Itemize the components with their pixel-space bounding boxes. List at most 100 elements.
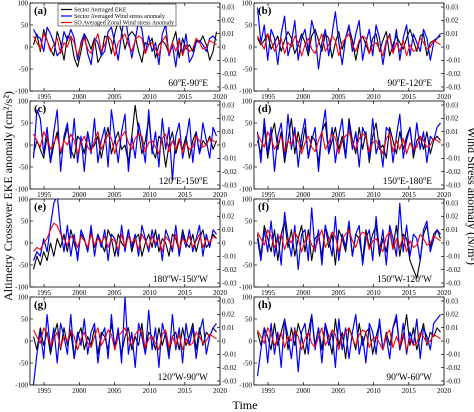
x-tick-label: 2015 [178, 93, 193, 101]
left-tick-label: -100 [15, 185, 28, 193]
left-tick-label: 100 [242, 293, 253, 301]
right-tick-label: 0.02 [446, 213, 459, 221]
region-text: 120 [159, 177, 174, 187]
region-text: E [426, 177, 432, 187]
panel-f: 1995 2000 2005 2010 2015 2020 -100 -50 0 50 100 -0.… [239, 195, 461, 297]
series-line-so-wind [33, 327, 217, 351]
series-line-sector-wind [32, 109, 218, 181]
right-tick-label: -0.01 [446, 57, 461, 65]
legend-box [57, 3, 177, 27]
x-tick-label: 2020 [437, 191, 452, 199]
right-tick-label: 0 [222, 239, 226, 247]
degree-mark: o [178, 78, 181, 84]
left-tick-label: 50 [21, 119, 29, 127]
series-line-sector-wind [256, 202, 441, 270]
degree-mark: o [420, 274, 423, 280]
right-tick-label: -0.01 [222, 57, 237, 65]
left-tick-label: 100 [18, 195, 29, 203]
x-tick-label: 2000 [296, 289, 311, 297]
right-tick-label: -0.02 [222, 70, 237, 78]
right-tick-label: 0.02 [446, 17, 459, 25]
region-label: 60oE-90oE [168, 78, 208, 89]
right-tick-label: -0.02 [446, 364, 461, 372]
x-tick-label: 1995 [37, 93, 52, 101]
series-line-so-wind [33, 131, 217, 155]
x-tick-label: 2010 [143, 191, 158, 199]
left-tick-label: -100 [239, 87, 252, 95]
degree-mark: o [396, 372, 399, 378]
left-tick-label: -100 [239, 283, 252, 291]
region-label: 180oW-150oW [153, 274, 208, 285]
right-tick-label: -0.03 [446, 377, 461, 385]
panel-label: (c) [34, 103, 47, 115]
left-tick-label: -50 [243, 65, 253, 73]
x-tick-label: 2015 [402, 93, 417, 101]
region-label: 120oE-150oE [159, 176, 208, 187]
left-tick-label: 50 [245, 315, 253, 323]
right-tick-label: -0.02 [446, 168, 461, 176]
left-tick-label: 50 [245, 21, 253, 29]
x-tick-label: 2015 [402, 191, 417, 199]
region-text: 90 [386, 373, 396, 383]
series-line-so-wind [257, 229, 441, 253]
degree-mark: o [199, 176, 202, 182]
panel-label: (a) [34, 5, 47, 17]
legend-entry: SO Averaged Zonal Wind stress Anomaly [74, 21, 174, 27]
series-line-sector-wind [32, 297, 217, 385]
right-tick-label: 0.01 [446, 30, 459, 38]
region-label: 90oW-60oW [386, 372, 432, 383]
left-tick-label: -50 [243, 163, 253, 171]
right-tick-label: 0 [446, 141, 450, 149]
left-tick-label: 50 [21, 21, 29, 29]
left-tick-label: -100 [239, 381, 252, 389]
panel-d: 1995 2000 2005 2010 2015 2020 -100 -50 0 50 100 -0.… [239, 97, 461, 199]
left-tick-label: 100 [18, 97, 29, 105]
x-tick-label: 2010 [143, 289, 158, 297]
x-tick-label: 2000 [72, 387, 87, 395]
left-tick-label: 0 [249, 43, 253, 51]
x-tick-label: 2005 [107, 289, 122, 297]
region-text: E [202, 79, 208, 89]
right-tick-label: -0.02 [222, 168, 237, 176]
left-tick-label: 0 [25, 239, 29, 247]
series-line-so-wind [257, 33, 441, 57]
region-text: W [199, 373, 208, 383]
x-tick-label: 1995 [261, 289, 276, 297]
degree-mark: o [167, 274, 170, 280]
right-tick-label: -0.01 [446, 155, 461, 163]
right-tick-label: 0.03 [446, 297, 459, 305]
x-tick-label: 2000 [72, 191, 87, 199]
right-tick-label: -0.03 [222, 279, 237, 287]
right-tick-label: 0.03 [446, 199, 459, 207]
right-tick-label: 0.01 [222, 128, 235, 136]
x-tick-label: 2020 [437, 289, 452, 297]
x-tick-label: 2020 [437, 387, 452, 395]
right-tick-label: 0.03 [446, 101, 459, 109]
degree-mark: o [196, 372, 199, 378]
x-tick-label: 2010 [367, 289, 382, 297]
region-text: E-90 [181, 79, 200, 89]
region-text: 120 [158, 373, 173, 383]
series-line-so-wind [33, 222, 217, 253]
degree-mark: o [420, 372, 423, 378]
series-line-sector-wind [256, 7, 441, 70]
y-axis-label-left: Altimetry Crossover EKE anomaly (cm²/s²) [1, 91, 15, 301]
x-tick-label: 2005 [331, 387, 346, 395]
right-tick-label: -0.02 [446, 70, 461, 78]
region-text: 150 [383, 177, 398, 187]
x-tick-label: 2020 [437, 93, 452, 101]
x-tick-label: 2000 [72, 93, 87, 101]
right-tick-label: -0.03 [446, 181, 461, 189]
x-tick-label: 1995 [261, 93, 276, 101]
x-tick-label: 2010 [143, 387, 158, 395]
left-tick-label: 100 [18, 293, 29, 301]
right-tick-label: -0.03 [222, 83, 237, 91]
region-text: W-60 [399, 373, 420, 383]
x-tick-label: 2020 [213, 289, 228, 297]
series-line-sector-wind [256, 109, 441, 172]
right-tick-label: -0.01 [222, 351, 237, 359]
x-tick-label: 2010 [367, 93, 382, 101]
panel-label: (h) [258, 299, 272, 311]
x-tick-label: 2005 [107, 387, 122, 395]
